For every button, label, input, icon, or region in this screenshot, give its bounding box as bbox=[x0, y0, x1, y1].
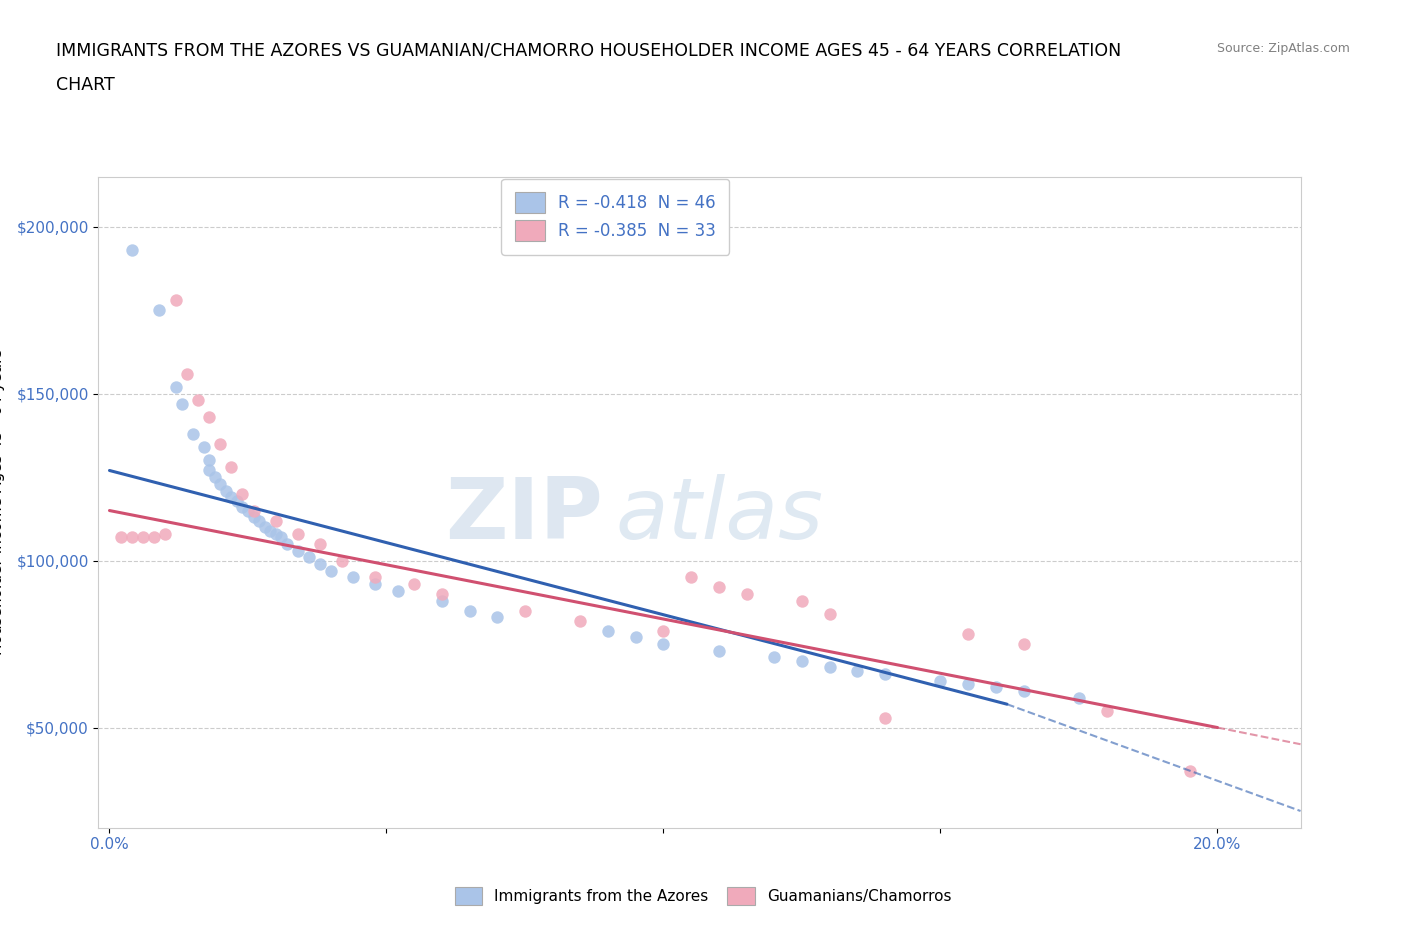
Point bbox=[193, 440, 215, 455]
Point bbox=[221, 459, 243, 474]
Point bbox=[264, 526, 287, 541]
Point bbox=[790, 654, 813, 669]
Point bbox=[231, 499, 253, 514]
Text: Source: ZipAtlas.com: Source: ZipAtlas.com bbox=[1216, 42, 1350, 55]
Point bbox=[181, 426, 204, 441]
Point bbox=[735, 587, 758, 602]
Point bbox=[430, 587, 453, 602]
Point bbox=[984, 680, 1007, 695]
Point bbox=[198, 409, 221, 424]
Point bbox=[818, 660, 841, 675]
Point bbox=[165, 293, 187, 308]
Point bbox=[253, 520, 276, 535]
Point bbox=[153, 526, 176, 541]
Point bbox=[1095, 703, 1118, 718]
Point bbox=[652, 623, 675, 638]
Point bbox=[929, 673, 952, 688]
Point bbox=[513, 604, 536, 618]
Legend: R = -0.418  N = 46, R = -0.385  N = 33: R = -0.418 N = 46, R = -0.385 N = 33 bbox=[502, 179, 730, 255]
Text: IMMIGRANTS FROM THE AZORES VS GUAMANIAN/CHAMORRO HOUSEHOLDER INCOME AGES 45 - 64: IMMIGRANTS FROM THE AZORES VS GUAMANIAN/… bbox=[56, 42, 1122, 60]
Legend: Immigrants from the Azores, Guamanians/Chamorros: Immigrants from the Azores, Guamanians/C… bbox=[449, 882, 957, 911]
Point bbox=[187, 393, 209, 408]
Point bbox=[1067, 690, 1090, 705]
Point bbox=[209, 476, 232, 491]
Point bbox=[873, 667, 896, 682]
Point bbox=[707, 644, 730, 658]
Point bbox=[458, 604, 481, 618]
Point bbox=[221, 490, 243, 505]
Point bbox=[170, 396, 193, 411]
Point bbox=[763, 650, 786, 665]
Point bbox=[231, 486, 253, 501]
Point bbox=[957, 677, 980, 692]
Point bbox=[1178, 764, 1201, 778]
Point bbox=[681, 570, 703, 585]
Point bbox=[873, 711, 896, 725]
Point bbox=[569, 613, 592, 628]
Point bbox=[287, 526, 309, 541]
Point bbox=[110, 530, 132, 545]
Point bbox=[264, 513, 287, 528]
Point bbox=[790, 593, 813, 608]
Point bbox=[198, 463, 221, 478]
Point bbox=[486, 610, 509, 625]
Point bbox=[652, 637, 675, 652]
Point bbox=[846, 663, 869, 678]
Point bbox=[242, 503, 264, 518]
Point bbox=[404, 577, 426, 591]
Point bbox=[121, 243, 143, 258]
Point bbox=[1012, 637, 1035, 652]
Point bbox=[236, 503, 259, 518]
Point bbox=[287, 543, 309, 558]
Point bbox=[342, 570, 364, 585]
Point bbox=[204, 470, 226, 485]
Point bbox=[319, 564, 342, 578]
Point bbox=[121, 530, 143, 545]
Point bbox=[198, 453, 221, 468]
Point bbox=[165, 379, 187, 394]
Point bbox=[270, 530, 292, 545]
Point bbox=[298, 550, 321, 565]
Point bbox=[364, 570, 387, 585]
Point bbox=[132, 530, 155, 545]
Point bbox=[226, 493, 249, 508]
Point bbox=[430, 593, 453, 608]
Point bbox=[242, 510, 264, 525]
Point bbox=[209, 436, 232, 451]
Text: ZIP: ZIP bbox=[446, 473, 603, 557]
Point bbox=[624, 630, 647, 644]
Text: CHART: CHART bbox=[56, 76, 115, 94]
Text: atlas: atlas bbox=[616, 473, 824, 557]
Point bbox=[387, 583, 409, 598]
Point bbox=[142, 530, 165, 545]
Point bbox=[957, 627, 980, 642]
Point bbox=[364, 577, 387, 591]
Y-axis label: Householder Income Ages 45 - 64 years: Householder Income Ages 45 - 64 years bbox=[0, 349, 6, 656]
Point bbox=[309, 537, 332, 551]
Point bbox=[259, 524, 281, 538]
Point bbox=[596, 623, 619, 638]
Point bbox=[309, 556, 332, 571]
Point bbox=[276, 537, 298, 551]
Point bbox=[148, 303, 170, 318]
Point bbox=[707, 580, 730, 595]
Point bbox=[176, 366, 198, 381]
Point bbox=[330, 553, 353, 568]
Point bbox=[818, 606, 841, 621]
Point bbox=[215, 483, 238, 498]
Point bbox=[247, 513, 270, 528]
Point bbox=[1012, 684, 1035, 698]
